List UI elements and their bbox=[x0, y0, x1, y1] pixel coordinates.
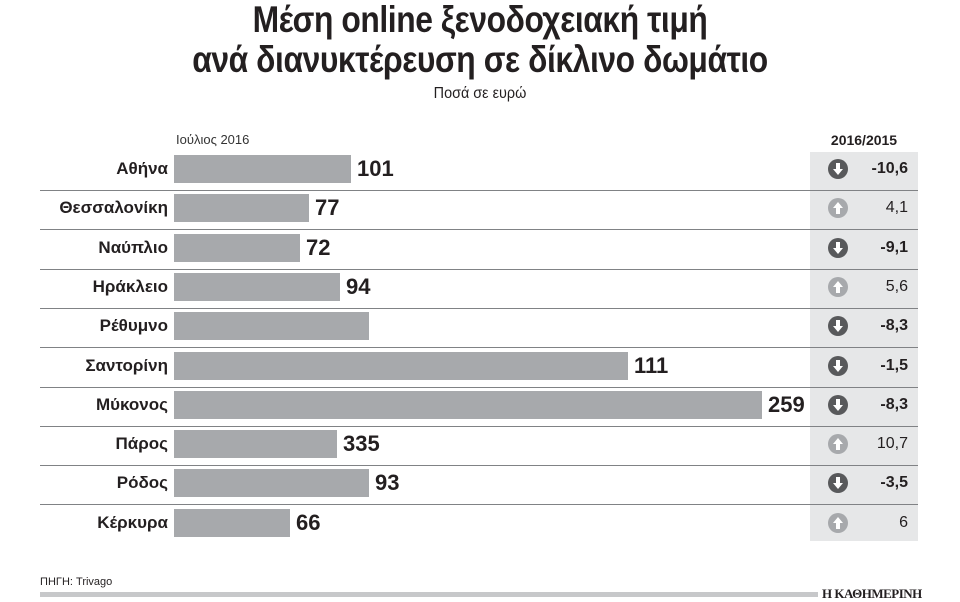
chart-row: Ναύπλιο 72 -9,1 bbox=[40, 231, 918, 270]
city-label: Θεσσαλονίκη bbox=[59, 198, 168, 218]
change-value: 10,7 bbox=[876, 435, 908, 453]
row-divider bbox=[40, 504, 918, 506]
row-divider bbox=[40, 229, 918, 231]
city-label: Κέρκυρα bbox=[97, 512, 168, 532]
arrow-down-icon bbox=[828, 237, 848, 258]
city-label: Πάρος bbox=[115, 434, 168, 454]
value-label: 101 bbox=[357, 156, 394, 181]
chart-subtitle: Ποσά σε ευρώ bbox=[433, 85, 527, 102]
chart-row: Αθήνα 101 -10,6 bbox=[40, 152, 918, 191]
chart-row: Ρόδος 93 -3,5 bbox=[40, 466, 918, 506]
arrow-down-icon bbox=[828, 355, 848, 376]
value-label: 66 bbox=[296, 509, 321, 535]
chart-row: Κέρκυρα 66 6 bbox=[40, 506, 918, 545]
city-label: Σαντορίνη bbox=[85, 355, 168, 375]
row-divider bbox=[40, 190, 918, 191]
chart-row: Ρέθυμνο -8,3 bbox=[40, 309, 918, 349]
value-label: 259 bbox=[768, 391, 805, 417]
value-bar bbox=[174, 194, 309, 223]
value-bar bbox=[174, 469, 369, 498]
row-divider bbox=[40, 268, 918, 270]
chart-title-line-2: ανά διανυκτέρευση σε δίκλινο δωμάτιο bbox=[192, 39, 768, 80]
value-label: 93 bbox=[375, 470, 400, 496]
arrow-down-icon bbox=[828, 316, 848, 337]
source-note: ΠΗΓΗ: Trivago bbox=[40, 576, 113, 588]
arrow-down-icon bbox=[828, 159, 848, 179]
period-column-label: Ιούλιος 2016 bbox=[176, 132, 250, 147]
city-label: Ηράκλειο bbox=[92, 276, 168, 296]
row-divider bbox=[40, 307, 918, 309]
row-divider bbox=[40, 347, 918, 349]
value-bar bbox=[174, 430, 337, 459]
value-label: 72 bbox=[306, 234, 331, 260]
row-divider bbox=[40, 425, 918, 427]
value-label bbox=[369, 309, 375, 342]
change-value: 6 bbox=[899, 513, 908, 531]
value-bar bbox=[174, 390, 762, 419]
chart-row: Θεσσαλονίκη 77 4,1 bbox=[40, 191, 918, 231]
arrow-up-icon bbox=[828, 276, 848, 297]
value-label: 77 bbox=[315, 195, 340, 221]
chart-row: Ηράκλειο 94 5,6 bbox=[40, 270, 918, 309]
change-value: -10,6 bbox=[871, 160, 908, 177]
change-value: -1,5 bbox=[880, 356, 908, 374]
city-label: Αθήνα bbox=[116, 159, 168, 178]
value-bar bbox=[174, 508, 290, 537]
arrow-up-icon bbox=[828, 198, 848, 219]
arrow-down-icon bbox=[828, 473, 848, 494]
value-bar bbox=[174, 351, 628, 380]
city-label: Ρόδος bbox=[116, 473, 168, 493]
value-bar bbox=[174, 155, 351, 183]
change-value: -8,3 bbox=[880, 317, 908, 335]
chart-row: Μύκονος 259 -8,3 bbox=[40, 388, 918, 427]
arrow-down-icon bbox=[828, 394, 848, 415]
chart-row: Σαντορίνη 111 -1,5 bbox=[40, 349, 918, 388]
row-divider bbox=[40, 465, 918, 467]
arrow-up-icon bbox=[828, 434, 848, 455]
change-value: 4,1 bbox=[885, 199, 908, 217]
arrow-up-icon bbox=[828, 512, 848, 533]
change-column-background bbox=[810, 152, 918, 541]
row-divider bbox=[40, 386, 918, 388]
chart-row: Πάρος 335 10,7 bbox=[40, 427, 918, 467]
value-bar bbox=[174, 312, 369, 341]
brand-logo: Η ΚΑΘΗΜΕΡΙΝΗ bbox=[822, 586, 922, 601]
value-label: 111 bbox=[634, 352, 669, 378]
value-bar bbox=[174, 233, 300, 262]
city-label: Ρέθυμνο bbox=[99, 316, 168, 336]
change-value: -8,3 bbox=[880, 395, 908, 413]
value-label: 94 bbox=[346, 273, 371, 299]
city-label: Μύκονος bbox=[95, 394, 168, 414]
change-value: -3,5 bbox=[880, 474, 908, 492]
footer-rule bbox=[40, 592, 818, 597]
city-label: Ναύπλιο bbox=[98, 237, 168, 257]
change-value: -9,1 bbox=[880, 238, 908, 256]
change-value: 5,6 bbox=[885, 277, 908, 295]
value-label: 335 bbox=[343, 431, 380, 457]
change-column-header: 2016/2015 bbox=[830, 132, 898, 148]
chart-title-line-1: Μέση online ξενοδοχειακή τιμή bbox=[252, 0, 708, 40]
value-bar bbox=[174, 272, 340, 301]
